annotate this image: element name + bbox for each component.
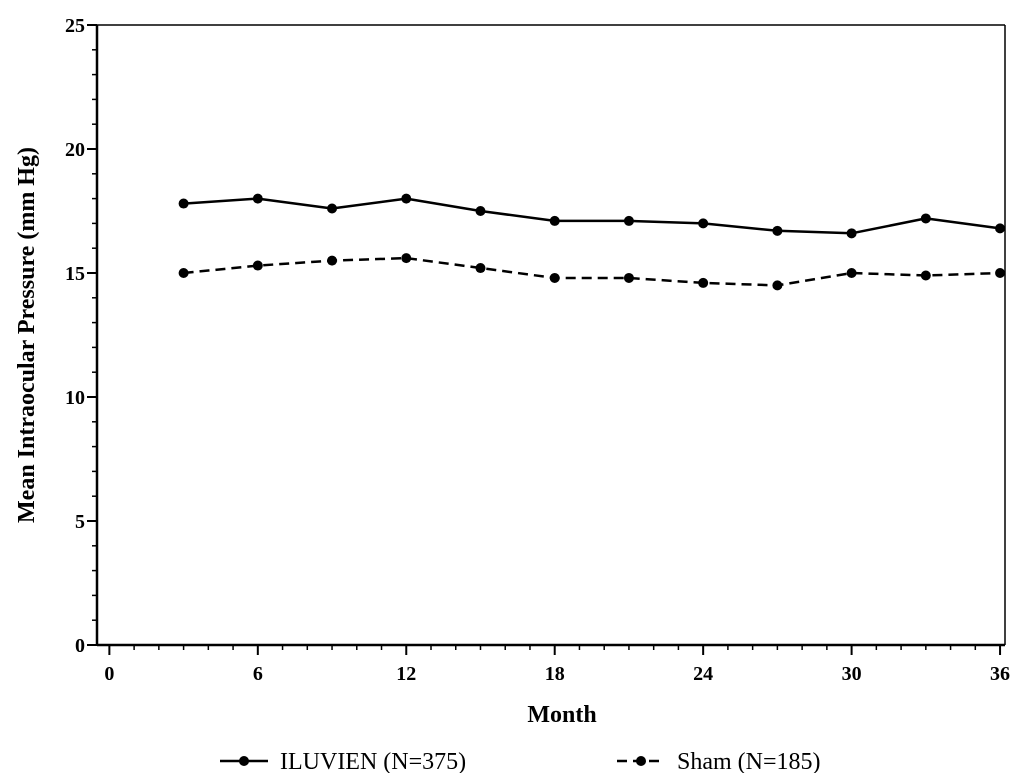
data-point: [327, 255, 338, 266]
data-point: [846, 268, 857, 278]
x-tick-label: 6: [253, 663, 263, 685]
data-point: [475, 206, 486, 216]
data-point: [549, 215, 560, 226]
x-tick-label: 0: [104, 663, 114, 685]
data-point: [623, 215, 634, 226]
x-tick-label: 18: [545, 663, 565, 685]
series-layer: [178, 193, 1006, 291]
data-point: [698, 277, 709, 288]
x-tick-label: 24: [693, 663, 713, 685]
data-point: [846, 228, 857, 239]
y-tick-label: 25: [65, 15, 85, 37]
x-axis-title: Month: [527, 702, 596, 728]
data-point: [698, 218, 709, 229]
y-axis-title: Mean Intraocular Pressure (mm Hg): [14, 147, 40, 523]
data-point: [252, 193, 263, 204]
legend-marker-iluvien: [239, 756, 249, 766]
data-point: [327, 203, 338, 214]
legend-marker-sham: [636, 756, 646, 766]
y-tick-label: 10: [65, 387, 85, 409]
data-point: [772, 225, 783, 236]
data-point: [995, 223, 1006, 234]
y-tick-label: 15: [65, 263, 85, 285]
data-point: [549, 272, 560, 283]
data-point: [995, 268, 1006, 278]
x-tick-label: 36: [990, 663, 1010, 685]
legend: ILUVIEN (N=375) Sham (N=185): [220, 749, 821, 773]
legend-label-sham: Sham (N=185): [677, 749, 821, 773]
data-point: [772, 280, 783, 291]
data-point: [401, 253, 412, 264]
tick-labels: 0 6 12 18 24 30 36 0 5 10 15 20 25: [65, 15, 1010, 685]
y-tick-label: 20: [65, 139, 85, 161]
data-point: [178, 198, 189, 209]
data-point: [475, 263, 486, 274]
y-tick-label: 0: [75, 635, 85, 657]
legend-label-iluvien: ILUVIEN (N=375): [280, 749, 466, 773]
x-tick-label: 12: [396, 663, 416, 685]
series-line-0: [183, 197, 1001, 235]
data-point: [252, 260, 263, 271]
data-point: [401, 193, 412, 204]
x-tick-label: 30: [842, 663, 862, 685]
ticks: [87, 24, 1002, 655]
legend-item-sham: Sham (N=185): [617, 749, 821, 773]
data-point: [623, 272, 634, 283]
data-point: [920, 213, 931, 224]
axes: [95, 24, 1006, 647]
y-tick-label: 5: [75, 511, 85, 533]
data-point: [178, 268, 189, 278]
series-line-1: [183, 256, 1001, 287]
data-point: [920, 270, 931, 281]
legend-item-iluvien: ILUVIEN (N=375): [220, 749, 466, 773]
